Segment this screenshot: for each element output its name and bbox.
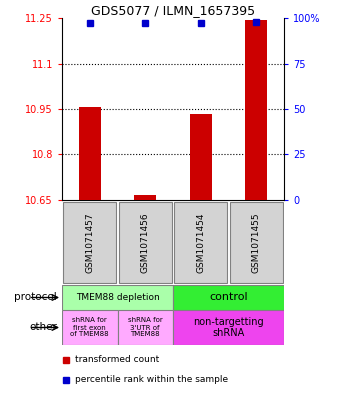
Bar xyxy=(62,310,118,345)
Title: GDS5077 / ILMN_1657395: GDS5077 / ILMN_1657395 xyxy=(91,4,255,17)
Bar xyxy=(62,285,173,310)
Text: GSM1071456: GSM1071456 xyxy=(141,212,150,273)
Bar xyxy=(63,202,116,283)
Bar xyxy=(230,202,283,283)
Text: GSM1071454: GSM1071454 xyxy=(196,212,205,273)
Text: TMEM88 depletion: TMEM88 depletion xyxy=(75,293,159,302)
Text: other: other xyxy=(29,323,57,332)
Text: control: control xyxy=(209,292,248,303)
Text: percentile rank within the sample: percentile rank within the sample xyxy=(75,375,228,384)
Text: transformed count: transformed count xyxy=(75,356,159,364)
Bar xyxy=(245,20,267,200)
Bar xyxy=(134,195,156,200)
Bar xyxy=(173,310,284,345)
Text: shRNA for
first exon
of TMEM88: shRNA for first exon of TMEM88 xyxy=(70,318,109,338)
Text: shRNA for
3'UTR of
TMEM88: shRNA for 3'UTR of TMEM88 xyxy=(128,318,163,338)
Text: protocol: protocol xyxy=(14,292,57,303)
Text: non-targetting
shRNA: non-targetting shRNA xyxy=(193,317,264,338)
Bar xyxy=(118,310,173,345)
Bar xyxy=(79,107,101,200)
Bar xyxy=(174,202,227,283)
Text: GSM1071455: GSM1071455 xyxy=(252,212,261,273)
Bar xyxy=(119,202,172,283)
Bar xyxy=(173,285,284,310)
Bar xyxy=(190,114,212,200)
Text: GSM1071457: GSM1071457 xyxy=(85,212,94,273)
